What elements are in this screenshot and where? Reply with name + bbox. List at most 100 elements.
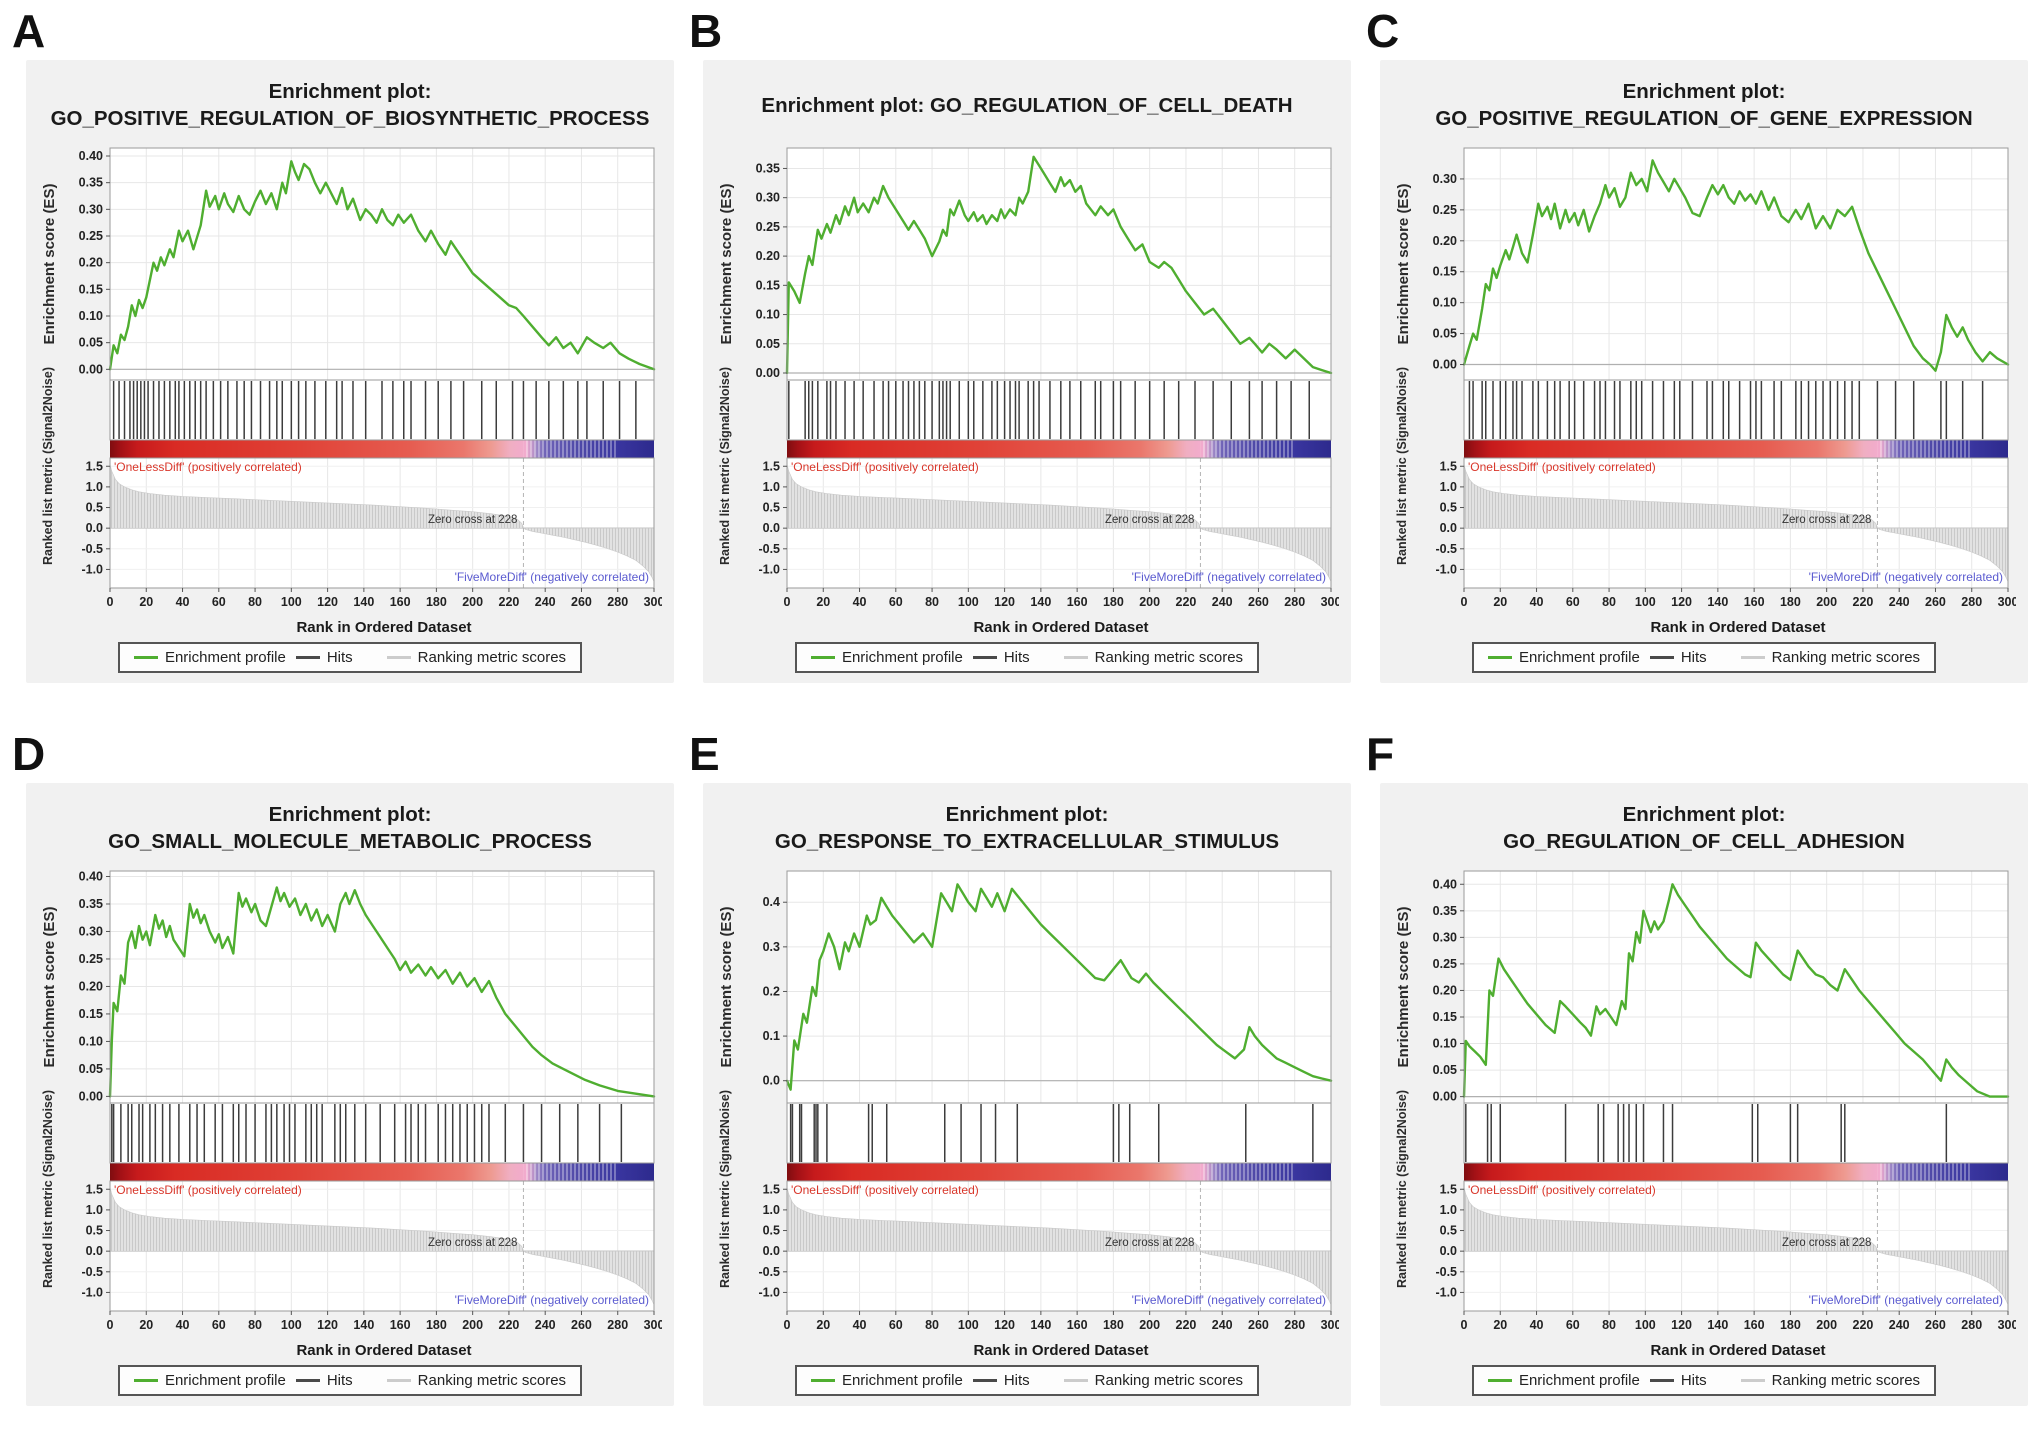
y-tick-label: -0.5 xyxy=(1435,1265,1457,1279)
ranking-metric-line-icon xyxy=(1063,1379,1088,1382)
y-tick-label: 0.30 xyxy=(79,202,103,216)
y-tick-label: -0.5 xyxy=(1435,542,1457,556)
hits-plot-border xyxy=(786,1102,1332,1164)
x-tick-label: 140 xyxy=(353,1318,374,1332)
panel-letter: E xyxy=(689,728,720,780)
positively-correlated-label: 'OneLessDiff' (positively correlated) xyxy=(791,1183,979,1197)
x-tick-label: 240 xyxy=(1212,1318,1233,1332)
x-tick-label: 220 xyxy=(1853,1318,1874,1332)
rank-colorbar xyxy=(787,440,1331,458)
x-tick-label: 280 xyxy=(1284,595,1305,609)
positively-correlated-label: 'OneLessDiff' (positively correlated) xyxy=(114,460,302,474)
x-tick-label: 200 xyxy=(1139,595,1160,609)
hits-plot-border xyxy=(109,379,655,441)
negatively-correlated-label: 'FiveMoreDiff' (negatively correlated) xyxy=(1809,570,2003,584)
chart-legend: Enrichment profile Hits Ranking metric s… xyxy=(1471,642,1937,673)
y-tick-label: 1.0 xyxy=(1440,480,1457,494)
ranking-metric-line-icon xyxy=(386,656,411,659)
x-tick-label: 220 xyxy=(1176,1318,1197,1332)
x-tick-label: 60 xyxy=(1566,595,1580,609)
x-tick-label: 160 xyxy=(1744,595,1765,609)
x-tick-label: 80 xyxy=(925,1318,939,1332)
x-tick-label: 220 xyxy=(1176,595,1197,609)
legend-label: Enrichment profile xyxy=(164,649,286,666)
zero-cross-label: Zero cross at 228 xyxy=(428,1237,517,1249)
legend-item-ranking-metric: Ranking metric scores xyxy=(1063,1372,1243,1389)
legend-label: Ranking metric scores xyxy=(1771,1372,1921,1389)
x-tick-label: 300 xyxy=(1321,595,1339,609)
chart-legend: Enrichment profile Hits Ranking metric s… xyxy=(794,1365,1260,1396)
x-tick-label: 20 xyxy=(139,1318,153,1332)
y-tick-label: 1.5 xyxy=(1440,1182,1457,1196)
x-axis-title: Rank in Ordered Dataset xyxy=(1650,1342,1825,1359)
x-tick-label: 100 xyxy=(1635,1318,1656,1332)
ranking-metric-line-icon xyxy=(1740,656,1765,659)
y-tick-label: 0.20 xyxy=(1433,234,1457,248)
enrichment-profile-line-icon xyxy=(1487,656,1512,659)
chart-legend: Enrichment profile Hits Ranking metric s… xyxy=(117,642,583,673)
x-tick-label: 60 xyxy=(1566,1318,1580,1332)
x-tick-label: 80 xyxy=(1602,595,1616,609)
x-tick-label: 120 xyxy=(994,595,1015,609)
legend-label: Enrichment profile xyxy=(164,1372,286,1389)
panel-letter: A xyxy=(12,5,46,57)
rank-colorbar-stripes xyxy=(1200,440,1293,458)
x-axis-title: Rank in Ordered Dataset xyxy=(973,619,1148,636)
plot-title-line2: GO_RESPONSE_TO_EXTRACELLULAR_STIMULUS xyxy=(774,830,1280,853)
x-tick-label: 160 xyxy=(1067,595,1088,609)
x-tick-label: 60 xyxy=(212,595,226,609)
negatively-correlated-label: 'FiveMoreDiff' (negatively correlated) xyxy=(1132,570,1326,584)
x-tick-label: 120 xyxy=(1671,595,1692,609)
ranked-plot-border xyxy=(1463,457,2009,589)
x-tick-label: 240 xyxy=(1889,595,1910,609)
legend-item-ranking-metric: Ranking metric scores xyxy=(386,1372,566,1389)
es-y-axis-title: Enrichment score (ES) xyxy=(1395,184,1412,345)
x-tick-label: 20 xyxy=(816,595,830,609)
chart-legend: Enrichment profile Hits Ranking metric s… xyxy=(1471,1365,1937,1396)
y-tick-label: 0.4 xyxy=(763,895,780,909)
y-tick-label: 0.0 xyxy=(763,521,780,535)
plot-title-line1: Enrichment plot: xyxy=(268,803,432,827)
y-tick-label: 1.5 xyxy=(86,459,103,473)
x-tick-label: 100 xyxy=(281,1318,302,1332)
x-tick-label: 280 xyxy=(1961,1318,1982,1332)
y-tick-label: 1.5 xyxy=(86,1182,103,1196)
panel-f: F Enrichment plot: GO_REGULATION_OF_CELL… xyxy=(1354,723,2031,1447)
x-tick-label: 60 xyxy=(889,595,903,609)
y-tick-label: 0.00 xyxy=(79,1089,103,1103)
y-tick-label: 0.05 xyxy=(79,336,103,350)
x-tick-label: 160 xyxy=(1744,1318,1765,1332)
x-tick-label: 0 xyxy=(1461,595,1468,609)
x-tick-label: 100 xyxy=(1635,595,1656,609)
enrichment-profile-line-icon xyxy=(810,656,835,659)
y-tick-label: -0.5 xyxy=(81,1265,103,1279)
panel-b: B Enrichment plot: GO_REGULATION_OF_CELL… xyxy=(677,0,1354,723)
gsea-chart: Zero cross at 228 'OneLessDiff' (positive… xyxy=(718,147,1339,636)
x-tick-label: 120 xyxy=(317,1318,338,1332)
x-tick-label: 220 xyxy=(499,595,520,609)
y-tick-label: 0.20 xyxy=(756,249,780,263)
zero-cross-label: Zero cross at 228 xyxy=(1782,1237,1871,1249)
y-tick-label: 0.5 xyxy=(1440,501,1457,515)
rank-colorbar-stripes xyxy=(1877,1163,1970,1181)
x-tick-label: 220 xyxy=(499,1318,520,1332)
y-tick-label: 0.15 xyxy=(79,282,103,296)
negatively-correlated-label: 'FiveMoreDiff' (negatively correlated) xyxy=(455,570,649,584)
legend-label: Hits xyxy=(326,649,353,666)
hits-plot-area xyxy=(787,1103,1331,1163)
x-tick-label: 260 xyxy=(571,595,592,609)
panel-letter: D xyxy=(12,728,46,780)
y-tick-label: -1.0 xyxy=(1435,1285,1457,1299)
y-tick-label: 0.00 xyxy=(79,362,103,376)
x-tick-label: 180 xyxy=(426,595,447,609)
x-tick-label: 240 xyxy=(1889,1318,1910,1332)
y-tick-label: 0.0 xyxy=(1440,521,1457,535)
ranking-metric-line-icon xyxy=(1740,1379,1765,1382)
y-tick-label: 0.25 xyxy=(79,952,103,966)
x-tick-label: 180 xyxy=(1103,595,1124,609)
x-tick-label: 60 xyxy=(212,1318,226,1332)
y-tick-label: 0.1 xyxy=(763,1029,780,1043)
hits-line-icon xyxy=(295,1379,320,1382)
x-tick-label: 280 xyxy=(607,1318,628,1332)
